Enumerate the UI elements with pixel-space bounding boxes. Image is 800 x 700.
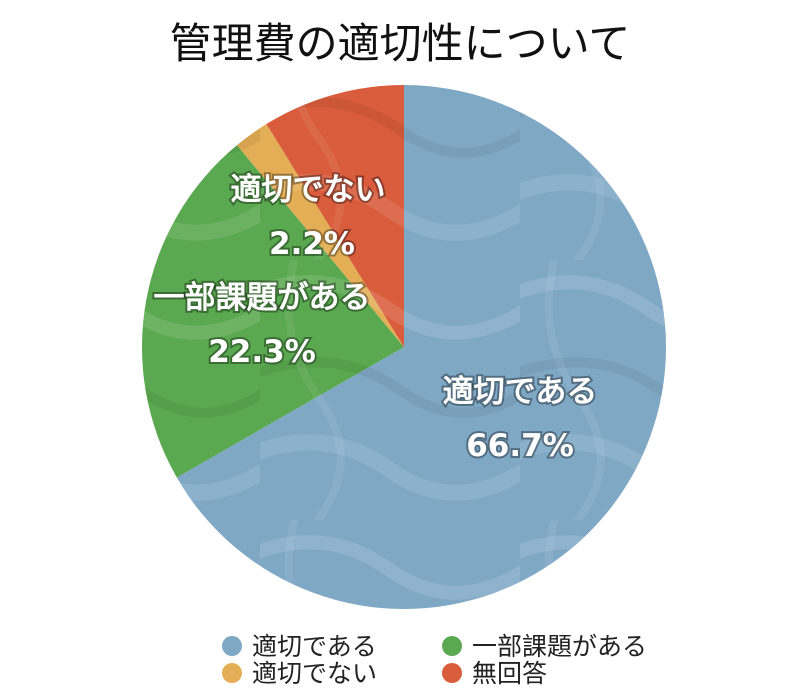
legend-label-partial-issue: 一部課題がある [472, 632, 647, 661]
slice-label-partial-issue-name: 一部課題がある [154, 280, 371, 316]
slice-label-inappropriate-value: 2.2% [269, 226, 355, 262]
slice-label-partial-issue-value: 22.3% [208, 334, 316, 370]
legend-swatch-no-answer [442, 663, 462, 683]
legend-swatch-appropriate [222, 636, 242, 656]
slice-label-inappropriate-name: 適切でない [231, 172, 386, 208]
chart-title: 管理費の適切性について [170, 19, 631, 68]
legend-item-inappropriate: 適切でない [222, 659, 377, 688]
legend-item-appropriate: 適切である [222, 632, 377, 661]
legend-swatch-partial-issue [442, 636, 462, 656]
slice-label-partial-issue: 一部課題がある 22.3% [152, 278, 373, 372]
slice-label-inappropriate: 適切でない 2.2% [229, 170, 388, 264]
slice-label-appropriate-value: 66.7% [466, 428, 574, 464]
legend-swatch-inappropriate [222, 663, 242, 683]
legend-label-no-answer: 無回答 [472, 659, 547, 688]
slice-label-appropriate-name: 適切である [443, 374, 598, 410]
slice-label-appropriate: 適切である 66.7% [441, 372, 600, 466]
legend-item-no-answer: 無回答 [442, 659, 547, 688]
legend-label-appropriate: 適切である [252, 632, 377, 661]
legend: 適切である 一部課題がある 適切でない 無回答 [222, 632, 647, 688]
legend-item-partial-issue: 一部課題がある [442, 632, 647, 661]
legend-label-inappropriate: 適切でない [252, 659, 377, 688]
